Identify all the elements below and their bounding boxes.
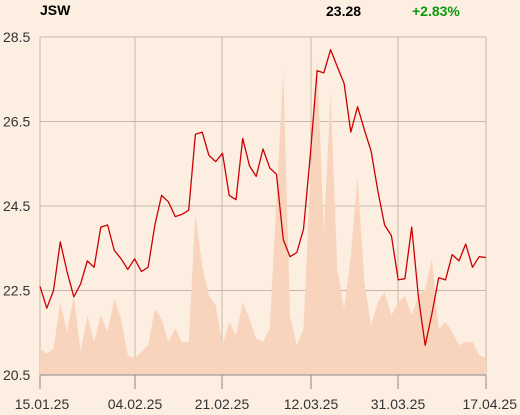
x-tick-label: 04.02.25 — [108, 396, 163, 412]
x-tick-label: 31.03.25 — [371, 396, 426, 412]
x-axis-labels: 15.01.25 04.02.25 21.02.25 12.03.25 31.03.25… — [15, 396, 517, 412]
y-tick-label: 24.5 — [3, 198, 30, 214]
y-tick-label: 26.5 — [3, 114, 30, 130]
x-tick-label: 17.04.25 — [463, 396, 518, 412]
y-axis-labels: 28.5 26.5 24.5 22.5 20.5 — [3, 29, 30, 383]
x-tick-label: 12.03.25 — [284, 396, 339, 412]
x-axis — [39, 374, 487, 389]
x-tick-label: 15.01.25 — [15, 396, 70, 412]
price-change: +2.83% — [412, 3, 460, 19]
y-tick-label: 28.5 — [3, 29, 30, 45]
price-line — [39, 49, 487, 347]
ticker-symbol: JSW — [40, 2, 71, 18]
x-tick-label: 21.02.25 — [195, 396, 250, 412]
y-tick-label: 20.5 — [3, 367, 30, 383]
volume-area — [40, 57, 486, 375]
chart-header: JSW 23.28 +2.83% — [0, 0, 520, 22]
last-price: 23.28 — [326, 3, 362, 19]
y-tick-label: 22.5 — [3, 283, 30, 299]
